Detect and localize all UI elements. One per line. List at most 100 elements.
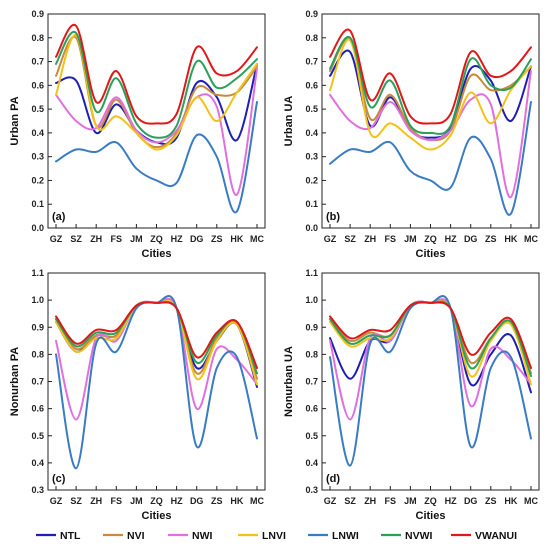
series-lines: [329, 295, 532, 467]
legend-item-lnvi: LNVI: [238, 530, 286, 542]
panel-label: (b): [326, 211, 340, 223]
panel-label: (a): [52, 211, 66, 223]
y-tick-label: 0.2: [31, 175, 44, 185]
y-tick-label: 0.9: [31, 322, 44, 332]
x-tick-label: JM: [404, 234, 417, 244]
y-tick-label: 0.0: [31, 223, 44, 233]
panel-label: (d): [326, 473, 340, 485]
y-tick-label: 1.0: [31, 295, 44, 305]
legend-item-vwanui: VWANUI: [451, 530, 517, 542]
x-tick-label: ZS: [485, 496, 497, 506]
x-axis-label: Cities: [142, 510, 172, 522]
y-tick-label: 0.0: [305, 223, 318, 233]
y-axis-label: Nonurban UA: [283, 346, 295, 417]
x-axis-label: Cities: [416, 510, 446, 522]
y-tick-label: 0.6: [31, 404, 44, 414]
x-tick-label: ZQ: [424, 234, 437, 244]
panel-label: (c): [52, 473, 66, 485]
y-tick-label: 0.8: [305, 349, 318, 359]
series-lines: [55, 23, 258, 214]
x-tick-label: GZ: [50, 496, 63, 506]
x-tick-label: GZ: [324, 234, 337, 244]
y-axis-label: Urban PA: [9, 96, 21, 145]
legend-label: NWI: [192, 530, 212, 542]
x-tick-label: SZ: [70, 234, 82, 244]
series-line-nvwi: [329, 36, 532, 135]
x-tick-label: ZQ: [150, 496, 163, 506]
x-tick-label: ZS: [211, 496, 223, 506]
y-tick-label: 0.9: [31, 9, 44, 19]
legend-label: LNWI: [332, 530, 359, 542]
x-tick-label: SZ: [70, 496, 82, 506]
x-tick-label: DG: [464, 234, 478, 244]
x-tick-label: ZQ: [424, 496, 437, 506]
y-tick-label: 0.4: [31, 128, 44, 138]
y-tick-label: 0.7: [305, 377, 318, 387]
series-line-lnwi: [329, 100, 532, 216]
x-axis-label: Cities: [142, 248, 172, 260]
chart-panel-4: 0.3 0.4 0.5 0.6 0.7 0.8 0.9 1.0 1.1 GZ SZ ZH FS JM ZQ H…: [283, 268, 540, 522]
y-tick-label: 0.6: [31, 80, 44, 90]
y-tick-label: 0.6: [305, 80, 318, 90]
series-line-nvwi: [55, 30, 258, 139]
y-axis-label: Urban UA: [283, 96, 295, 147]
x-tick-label: HZ: [171, 496, 183, 506]
y-tick-label: 0.7: [31, 377, 44, 387]
chart-panels: 0.0 0.1 0.2 0.3 0.4 0.5 0.6 0.7 0.8 0.9 GZ SZ ZH FS JM…: [9, 9, 540, 522]
series-line-lnvi: [55, 34, 258, 151]
x-tick-label: ZS: [211, 234, 223, 244]
x-tick-label: MC: [524, 496, 538, 506]
x-tick-label: DG: [464, 496, 478, 506]
y-tick-label: 0.7: [305, 57, 318, 67]
y-tick-label: 0.5: [305, 104, 318, 114]
y-tick-label: 0.4: [305, 128, 318, 138]
legend: NTL NVI NWI LNVI LNWI NVWI VWANUI: [36, 530, 517, 542]
series-line-vwanui: [55, 23, 258, 125]
legend-item-nvi: NVI: [103, 530, 145, 542]
legend-label: NVI: [127, 530, 145, 542]
x-tick-label: MC: [524, 234, 538, 244]
y-tick-label: 0.5: [31, 431, 44, 441]
series-lines: [329, 28, 532, 216]
series-line-lnwi: [55, 100, 258, 214]
series-line-vwanui: [55, 301, 258, 369]
y-tick-label: 0.9: [305, 322, 318, 332]
x-tick-label: HK: [230, 234, 243, 244]
x-tick-label: SZ: [344, 496, 356, 506]
series-line-vwanui: [329, 28, 532, 125]
legend-item-nwi: NWI: [168, 530, 212, 542]
x-tick-label: ZS: [485, 234, 497, 244]
legend-item-nvwi: NVWI: [381, 530, 432, 542]
x-tick-label: FS: [385, 234, 397, 244]
series-line-nwi: [329, 298, 532, 421]
y-tick-label: 0.8: [31, 33, 44, 43]
y-tick-label: 0.3: [31, 152, 44, 162]
x-tick-label: ZQ: [150, 234, 163, 244]
x-tick-label: FS: [385, 496, 397, 506]
y-tick-label: 0.4: [305, 458, 318, 468]
chart-panel-1: 0.0 0.1 0.2 0.3 0.4 0.5 0.6 0.7 0.8 0.9 GZ SZ ZH FS JM…: [9, 9, 266, 260]
y-tick-label: 0.1: [31, 199, 44, 209]
y-tick-label: 1.1: [305, 268, 318, 278]
series-line-nvi: [55, 35, 258, 149]
x-tick-label: ZH: [90, 234, 102, 244]
y-tick-label: 0.6: [305, 404, 318, 414]
y-tick-label: 0.7: [31, 57, 44, 67]
x-tick-label: ZH: [364, 496, 376, 506]
y-tick-label: 0.5: [31, 104, 44, 114]
x-tick-label: DG: [190, 234, 204, 244]
y-tick-label: 0.9: [305, 9, 318, 19]
x-tick-label: GZ: [50, 234, 63, 244]
y-axis-label: Nonurban PA: [9, 347, 21, 417]
x-tick-label: ZH: [90, 496, 102, 506]
y-tick-label: 0.8: [31, 349, 44, 359]
x-axis-label: Cities: [416, 248, 446, 260]
x-tick-label: FS: [111, 234, 123, 244]
y-tick-label: 0.5: [305, 431, 318, 441]
x-tick-label: HK: [504, 234, 517, 244]
series-line-nwi: [55, 297, 258, 421]
y-tick-label: 1.1: [31, 268, 44, 278]
legend-item-lnwi: LNWI: [308, 530, 359, 542]
x-tick-label: MC: [250, 234, 264, 244]
